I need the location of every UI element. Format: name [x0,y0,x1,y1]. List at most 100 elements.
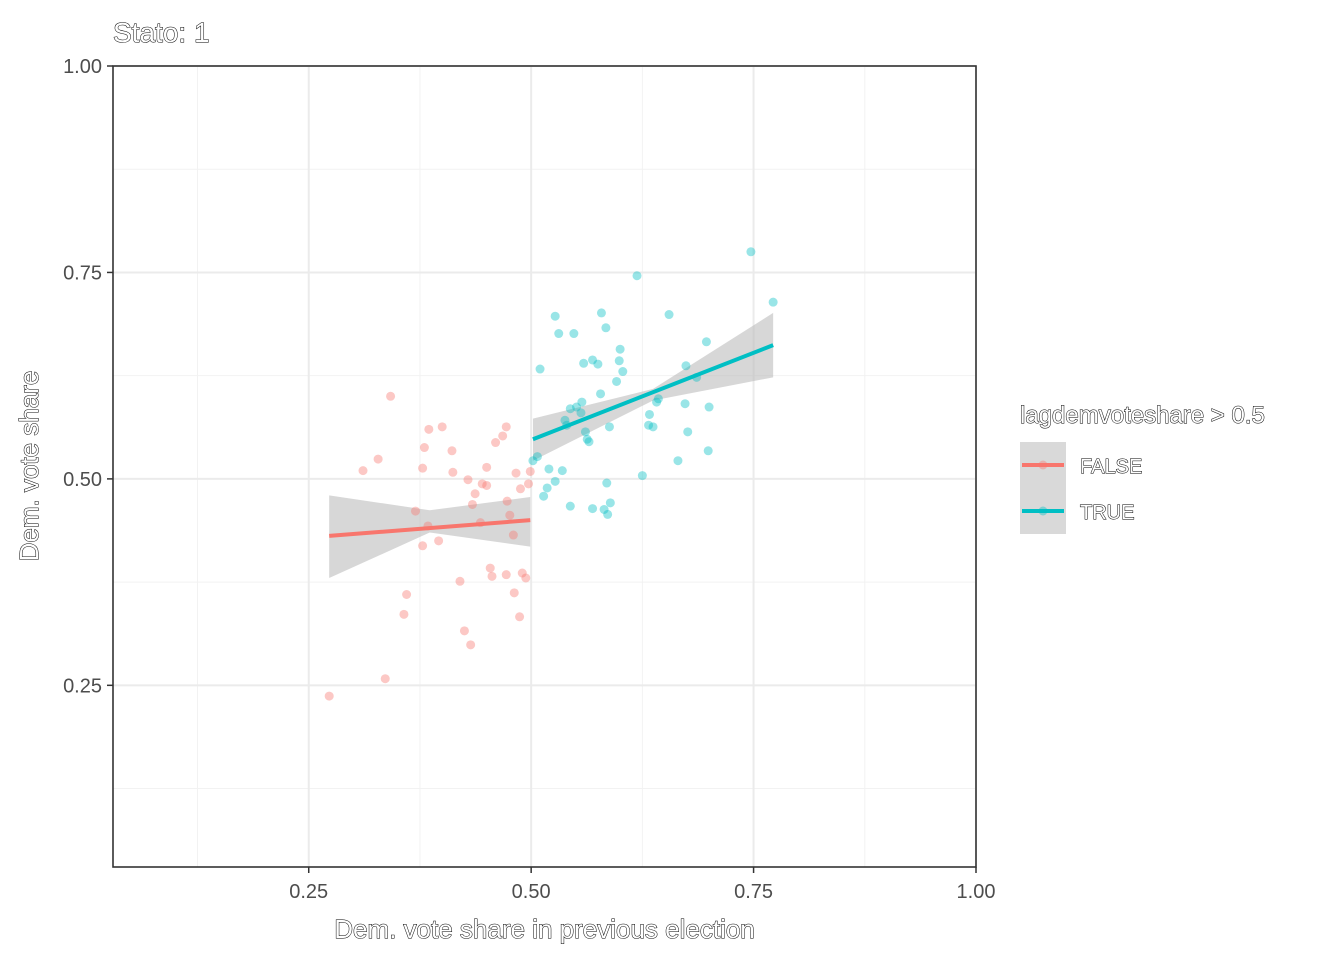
data-point-true [565,404,575,414]
data-point-true [644,420,654,430]
data-point-true [550,476,560,486]
data-point-true [557,466,567,476]
data-point-true [652,397,662,407]
data-point-false [380,674,390,684]
data-point-true [550,311,560,321]
data-point-true [632,271,642,281]
data-point-true [644,409,654,419]
x-tick-label: 0.50 [512,881,551,903]
data-point-true [539,491,549,501]
data-point-true [673,456,683,466]
data-point-true [572,402,582,412]
data-point-false [373,454,383,464]
y-tick-label: 0.50 [63,469,102,491]
data-point-false [358,466,368,476]
x-tick-label: 0.75 [734,881,773,903]
confidence-ribbons [329,312,774,578]
legend: lagdemvoteshare > 0.5 FALSE TRUE [1020,402,1265,534]
data-point-true [664,310,674,320]
legend-label-false: FALSE [1080,456,1142,478]
data-point-true [593,359,603,369]
data-point-true [604,422,614,432]
data-point-false [455,576,465,586]
data-point-false [525,466,535,476]
data-point-false [424,424,434,434]
data-point-true [579,358,589,368]
plot-panel-border [112,65,977,868]
data-point-false [491,438,501,448]
data-point-false [498,431,508,441]
x-axis-title: Dem. vote share in previous election [334,914,755,944]
data-point-true [653,394,663,404]
data-point-true [681,361,691,371]
data-point-true [535,364,545,374]
data-point-false [402,589,412,599]
axis-ticks: 0.25 0.50 0.75 1.00 0.25 0.50 0.75 1.00 [63,56,995,903]
data-point-false [521,573,531,583]
data-point-false [487,571,497,581]
legend-label-true: TRUE [1080,502,1134,524]
data-point-true [614,356,624,366]
data-point-true [588,355,598,365]
data-point-true [532,452,542,462]
data-point-false [324,691,334,701]
data-point-false [501,422,511,432]
chart-title: Stato: 1 [113,17,210,48]
data-point-false [467,499,477,509]
data-point-false [437,422,447,432]
data-point-true [615,344,625,354]
data-point-true [544,464,554,474]
data-point-false [418,541,428,551]
legend-point-false [1038,460,1048,470]
data-point-true [683,427,693,437]
data-point-true [588,504,598,514]
fit-lines [329,343,774,538]
data-point-false [419,443,429,453]
data-point-true [612,376,622,386]
fit-line-false [329,518,531,538]
data-point-true [605,498,615,508]
data-point-true [582,434,592,444]
data-point-false [515,484,525,494]
data-point-true [602,478,612,488]
confidence-band-false [329,495,531,578]
data-points [324,247,778,701]
data-point-true [637,471,647,481]
data-point-false [511,468,521,478]
data-point-false [509,588,519,598]
data-point-true [603,509,613,519]
data-point-false [523,479,533,489]
data-point-false [470,489,480,499]
y-tick-label: 1.00 [63,56,102,78]
data-point-false [508,530,518,540]
data-point-true [768,297,778,307]
data-point-true [680,399,690,409]
legend-point-true [1038,506,1048,516]
y-tick-label: 0.75 [63,262,102,284]
x-tick-label: 0.25 [289,881,328,903]
data-point-true [648,422,658,432]
data-point-false [399,609,409,619]
data-point-false [505,510,515,520]
data-point-false [418,463,428,473]
data-point-false [466,640,476,650]
data-point-false [515,612,525,622]
data-point-true [618,367,628,377]
plot-panel-background [113,66,976,867]
confidence-band-true [532,312,774,461]
y-tick-label: 0.25 [63,675,102,697]
data-point-false [517,568,527,578]
data-point-true [565,501,575,511]
x-tick-label: 1.00 [957,881,996,903]
data-point-true [596,389,606,399]
data-point-false [485,563,495,573]
data-point-true [596,308,606,318]
data-point-false [463,475,473,485]
data-point-true [554,329,564,339]
data-point-true [701,337,711,347]
data-point-true [576,408,586,418]
data-point-false [502,496,512,506]
data-point-false [448,467,458,477]
data-point-false [482,480,492,490]
